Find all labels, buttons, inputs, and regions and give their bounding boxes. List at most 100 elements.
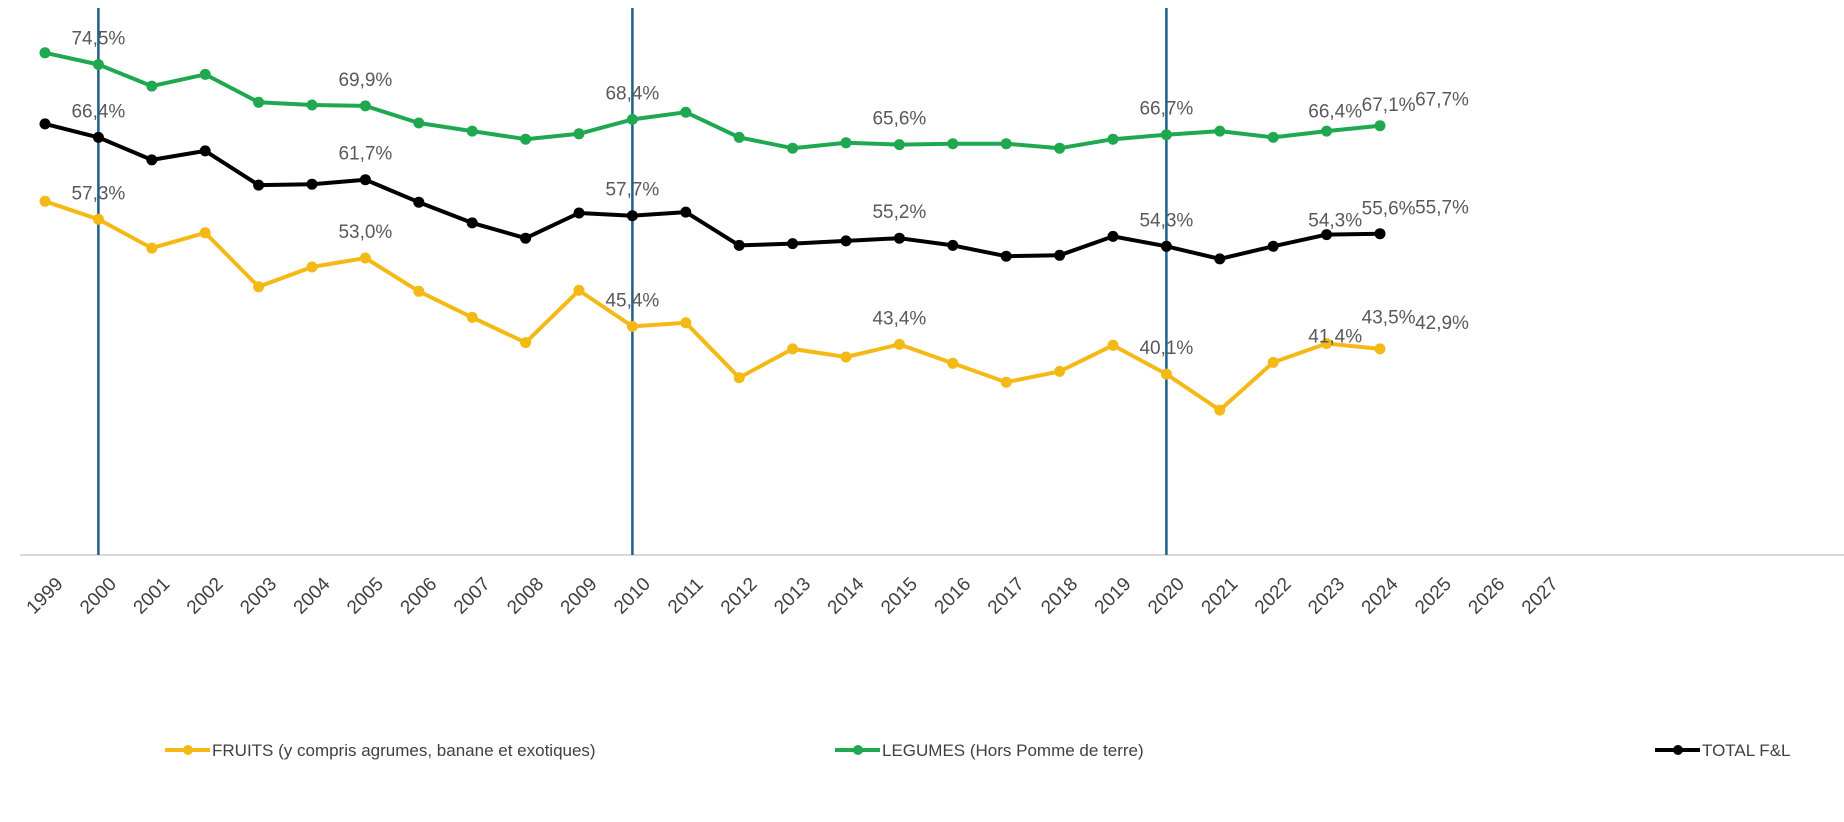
x-tick-label: 2025 (1411, 574, 1456, 619)
series-total-f-l (39, 118, 1386, 265)
data-label: 55,2% (872, 202, 926, 223)
data-point-2007 (466, 311, 478, 323)
data-point-2023 (1321, 338, 1333, 349)
data-point-2001 (146, 154, 158, 166)
data-point-2000 (92, 59, 104, 70)
data-point-2011 (680, 317, 692, 329)
data-label: 61,7% (338, 144, 392, 165)
data-point-2001 (146, 242, 158, 254)
x-tick-label: 2022 (1251, 574, 1296, 619)
reference-lines (97, 8, 1168, 555)
data-point-2013 (787, 238, 799, 250)
data-label: 55,6% (1362, 199, 1416, 220)
data-point-2007 (466, 125, 478, 137)
data-point-2006 (413, 117, 425, 129)
data-point-2004 (306, 99, 318, 111)
data-labels: 57,3% 53,0% 45,4% 43,4% 40,1% 41,4%43,5% 42,9%… (71, 29, 1469, 360)
data-point-2002 (199, 68, 211, 80)
x-tick-label: 2027 (1518, 574, 1563, 619)
data-point-2013 (787, 343, 799, 355)
data-point-2018 (1054, 365, 1066, 377)
data-point-1999 (39, 195, 51, 207)
data-point-2002 (199, 145, 211, 157)
data-point-2023 (1321, 125, 1333, 137)
data-point-2008 (520, 337, 532, 349)
data-point-2003 (253, 281, 265, 293)
legend-marker-icon (1673, 745, 1683, 755)
series-line (44, 50, 1381, 151)
data-label: 40,1% (1139, 338, 1193, 359)
x-tick-label: 2024 (1358, 573, 1403, 618)
legend-marker-icon (853, 745, 863, 755)
x-tick-label: 2001 (130, 574, 175, 619)
data-point-2022 (1267, 131, 1279, 143)
data-point-2002 (199, 227, 211, 239)
data-point-2019 (1107, 230, 1119, 242)
data-point-2009 (573, 284, 585, 296)
x-tick-label: 2000 (76, 574, 121, 619)
x-tick-label: 2017 (984, 574, 1029, 619)
data-label: 67,1% (1362, 95, 1416, 116)
data-point-2006 (413, 196, 425, 208)
data-point-2020 (1160, 368, 1172, 380)
data-point-2017 (1000, 250, 1012, 262)
x-tick-label: 2018 (1037, 574, 1082, 619)
data-point-2020 (1160, 240, 1172, 252)
x-tick-label: 2014 (824, 573, 869, 618)
x-tick-label: 2016 (931, 574, 976, 619)
legend-label: LEGUMES (Hors Pomme de terre) (882, 741, 1144, 760)
x-tick-label: 2010 (610, 574, 655, 619)
data-point-2013 (787, 142, 799, 154)
data-point-2017 (1000, 138, 1012, 150)
data-point-2024 (1374, 228, 1386, 240)
data-point-2016 (947, 239, 959, 251)
x-tick-label: 2023 (1304, 574, 1349, 619)
x-tick-label: 2009 (557, 574, 602, 619)
legend: FRUITS (y compris agrumes, banane et exo… (165, 741, 1791, 760)
data-label: 74,5% (71, 29, 125, 50)
data-point-1999 (39, 118, 51, 130)
x-tick-label: 2004 (290, 573, 335, 618)
x-tick-label: 2006 (397, 574, 442, 619)
series-group (39, 47, 1386, 416)
data-point-2016 (947, 138, 959, 150)
data-point-2005 (359, 100, 371, 112)
data-point-2022 (1267, 240, 1279, 252)
data-label: 65,6% (872, 109, 926, 130)
data-point-2017 (1000, 376, 1012, 388)
data-point-2008 (520, 232, 532, 244)
data-point-1999 (39, 47, 51, 59)
x-tick-label: 2013 (770, 574, 815, 619)
data-point-2014 (840, 351, 852, 363)
data-point-2018 (1054, 249, 1066, 261)
data-point-2009 (573, 128, 585, 140)
x-tick-label: 2012 (717, 574, 762, 619)
data-point-2005 (359, 174, 371, 186)
data-point-2000 (92, 131, 104, 143)
data-point-2011 (680, 106, 692, 118)
data-label: 67,7% (1415, 90, 1469, 111)
data-point-2016 (947, 357, 959, 369)
data-point-2011 (680, 206, 692, 218)
data-point-2000 (92, 213, 104, 225)
data-label: 66,4% (71, 101, 125, 122)
data-point-2023 (1321, 229, 1333, 241)
x-tick-label: 2026 (1465, 574, 1510, 619)
data-point-2012 (733, 239, 745, 251)
data-label: 43,4% (872, 308, 926, 329)
data-label: 54,3% (1308, 210, 1362, 231)
data-point-2001 (146, 80, 158, 92)
data-point-2010 (626, 113, 638, 125)
legend-item-total-f-l: TOTAL F&L (1655, 741, 1791, 760)
series-fruits-y-compris-agrumes-banane-et-exotiques (39, 195, 1386, 416)
x-tick-label: 2020 (1144, 574, 1189, 619)
data-label: 43,5% (1362, 308, 1416, 329)
legend-label: TOTAL F&L (1702, 741, 1791, 760)
x-tick-label: 2015 (877, 574, 922, 619)
data-point-2015 (893, 232, 905, 244)
data-label: 45,4% (605, 290, 659, 311)
data-point-2024 (1374, 343, 1386, 355)
data-label: 55,7% (1415, 198, 1469, 219)
series-line (44, 121, 1381, 261)
